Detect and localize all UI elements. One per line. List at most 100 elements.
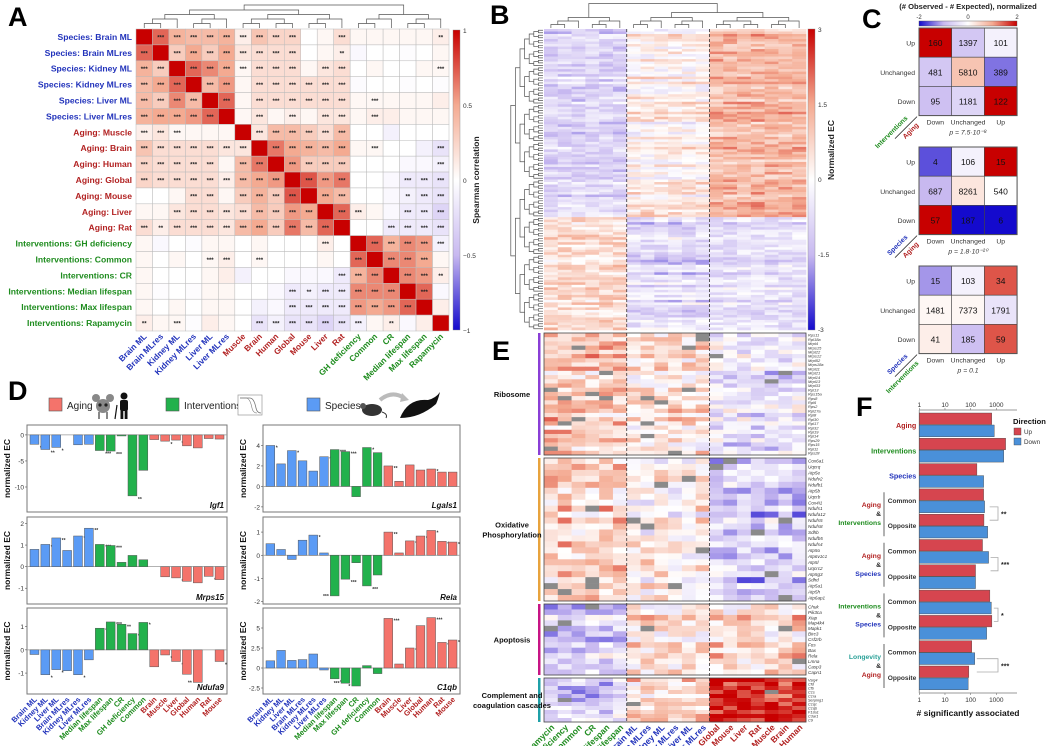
heatmap-cell bbox=[585, 84, 600, 87]
heatmap-cell bbox=[585, 319, 600, 323]
heatmap-cell bbox=[654, 212, 669, 215]
panel-a-correlation-heatmap: *** *** *** *** *** *** *** *** *** *** ***** *** **… bbox=[8, 4, 481, 382]
heatmap-cell bbox=[626, 312, 641, 316]
heatmap-cell bbox=[764, 101, 779, 105]
heatmap-cell bbox=[681, 535, 696, 542]
heatmap-cell bbox=[640, 239, 655, 243]
heatmap-cell bbox=[764, 134, 779, 138]
heatmap-cell bbox=[778, 59, 793, 62]
heatmap-cell bbox=[571, 337, 586, 342]
heatmap-cell bbox=[709, 219, 724, 223]
heatmap-cell bbox=[571, 76, 586, 80]
row-label: Aging: Global bbox=[76, 175, 132, 185]
heatmap-cell bbox=[695, 109, 710, 113]
heatmap-cell bbox=[709, 29, 724, 32]
heatmap-cell bbox=[640, 333, 655, 338]
heatmap-cell bbox=[612, 678, 628, 683]
heatmap-cell bbox=[599, 134, 614, 138]
heatmap-cell bbox=[778, 76, 793, 80]
heatmap-cell bbox=[585, 29, 600, 32]
pathway-label: Apoptosis bbox=[494, 636, 531, 645]
row-label: Interventions: Median lifespan bbox=[8, 286, 132, 296]
heatmap-cell bbox=[695, 297, 710, 301]
heatmap-cell bbox=[695, 189, 710, 193]
dendrogram-branch bbox=[671, 12, 764, 18]
heatmap-cell bbox=[585, 109, 600, 113]
heatmap-cell bbox=[612, 370, 628, 376]
heatmap-cell bbox=[750, 718, 765, 723]
heatmap-cell bbox=[695, 487, 710, 495]
heatmap-cell bbox=[709, 387, 724, 393]
heatmap-cell bbox=[681, 202, 696, 205]
heatmap-cell bbox=[764, 202, 779, 205]
heatmap-cell bbox=[599, 400, 614, 405]
heatmap-cell bbox=[681, 289, 696, 293]
heatmap-cell bbox=[640, 400, 655, 405]
heatmap-cell bbox=[218, 235, 236, 252]
heatmap-cell bbox=[778, 81, 793, 85]
heatmap-cell bbox=[737, 686, 752, 691]
heatmap-cell bbox=[764, 46, 779, 50]
heatmap-cell bbox=[612, 446, 628, 452]
heatmap-cell bbox=[640, 396, 655, 401]
heatmap-cell bbox=[544, 653, 559, 659]
heatmap-cell bbox=[571, 74, 586, 77]
heatmap-cell bbox=[695, 333, 710, 338]
heatmap-cell bbox=[640, 46, 655, 50]
heatmap-cell bbox=[750, 257, 765, 261]
heatmap-cell bbox=[415, 92, 433, 109]
significance-stars: *** bbox=[322, 99, 330, 105]
heatmap-cell bbox=[152, 187, 170, 205]
heatmap-cell bbox=[764, 154, 779, 158]
heatmap-cell bbox=[750, 217, 765, 220]
heatmap-cell bbox=[792, 647, 807, 654]
heatmap-cell bbox=[612, 121, 628, 125]
heatmap-cell bbox=[585, 706, 600, 711]
heatmap-cell bbox=[792, 76, 807, 80]
heatmap-cell bbox=[764, 475, 779, 483]
dendrogram-branch bbox=[519, 199, 525, 238]
cell-count: 59 bbox=[996, 335, 1006, 345]
heatmap-cell bbox=[640, 214, 655, 218]
heatmap-cell bbox=[654, 247, 669, 251]
heatmap-cell bbox=[681, 391, 696, 397]
heatmap-cell bbox=[778, 702, 793, 707]
heatmap-cell bbox=[585, 297, 600, 301]
row-label: Aging: Brain bbox=[80, 143, 132, 153]
heatmap-cell bbox=[764, 229, 779, 233]
bar bbox=[95, 627, 105, 651]
significance-stars: ** bbox=[138, 497, 142, 503]
dendrogram-branch bbox=[538, 260, 543, 264]
dendrogram-branch bbox=[378, 14, 429, 19]
heatmap-cell bbox=[218, 187, 236, 205]
heatmap-cell bbox=[792, 109, 807, 113]
bar bbox=[276, 549, 286, 556]
heatmap-cell bbox=[544, 129, 559, 133]
heatmap-cell bbox=[778, 161, 793, 165]
heatmap-cell bbox=[640, 174, 655, 178]
significance-stars: *** bbox=[322, 115, 330, 121]
heatmap-cell bbox=[709, 81, 724, 85]
heatmap-cell bbox=[557, 284, 572, 288]
heatmap-cell bbox=[654, 366, 669, 372]
heatmap-cell bbox=[612, 337, 628, 342]
heatmap-cell bbox=[668, 192, 683, 195]
heatmap-cell bbox=[764, 189, 779, 193]
heatmap-cell bbox=[654, 174, 669, 178]
heatmap-cell bbox=[640, 620, 655, 627]
heatmap-cell bbox=[557, 197, 572, 200]
heatmap-cell bbox=[599, 379, 614, 384]
significance-stars: *** bbox=[351, 580, 357, 586]
heatmap-cell bbox=[750, 517, 765, 524]
significance-stars: *** bbox=[437, 210, 445, 216]
heatmap-cell bbox=[681, 146, 696, 150]
heatmap-cell bbox=[723, 64, 738, 67]
significance-stars: *** bbox=[305, 306, 313, 312]
heatmap-cell bbox=[599, 242, 614, 246]
heatmap-cell bbox=[792, 59, 807, 62]
heatmap-cell bbox=[668, 317, 683, 321]
heatmap-cell bbox=[599, 282, 614, 286]
heatmap-cell bbox=[640, 547, 655, 554]
heatmap-cell bbox=[723, 535, 738, 542]
heatmap-cell bbox=[654, 387, 669, 393]
